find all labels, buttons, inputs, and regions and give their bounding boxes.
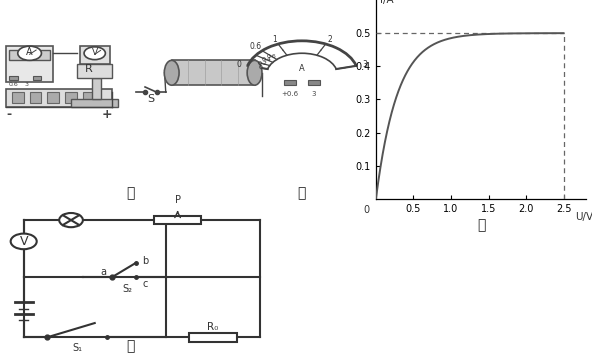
- Text: +: +: [101, 108, 112, 121]
- Bar: [80, 46, 110, 64]
- Text: V: V: [92, 48, 98, 57]
- Bar: [284, 80, 296, 85]
- Text: V: V: [20, 235, 28, 248]
- Circle shape: [59, 213, 83, 227]
- Text: S₂: S₂: [123, 284, 132, 294]
- Text: 0.4: 0.4: [262, 57, 272, 62]
- Text: 0.6: 0.6: [8, 82, 18, 87]
- Text: R: R: [85, 64, 93, 74]
- Bar: [6, 89, 112, 106]
- Circle shape: [11, 234, 37, 249]
- Text: 2: 2: [327, 35, 332, 44]
- Ellipse shape: [247, 60, 262, 85]
- Text: 0.6: 0.6: [250, 43, 262, 51]
- Bar: [12, 92, 24, 103]
- Bar: [33, 76, 41, 80]
- Bar: [172, 60, 255, 85]
- Bar: [189, 333, 237, 342]
- Text: a: a: [101, 267, 107, 277]
- Circle shape: [84, 47, 105, 60]
- Text: -: -: [7, 108, 11, 121]
- Text: 0: 0: [237, 60, 242, 69]
- Text: U/V: U/V: [575, 212, 592, 222]
- Text: 乙: 乙: [298, 186, 306, 201]
- Bar: [77, 64, 112, 78]
- Text: 1: 1: [272, 35, 277, 44]
- Text: +0.6: +0.6: [282, 91, 298, 97]
- Text: R₀: R₀: [207, 322, 219, 332]
- Text: 0.6: 0.6: [266, 54, 276, 59]
- Text: 丙: 丙: [477, 219, 485, 233]
- Bar: [71, 99, 118, 106]
- Bar: [47, 92, 59, 103]
- Text: S₁: S₁: [72, 343, 82, 353]
- Bar: [9, 50, 50, 60]
- Bar: [30, 92, 41, 103]
- Bar: [83, 92, 95, 103]
- Text: 0: 0: [364, 206, 370, 215]
- Bar: [65, 92, 77, 103]
- Ellipse shape: [164, 60, 179, 85]
- Bar: [154, 216, 201, 224]
- Text: P: P: [175, 195, 181, 205]
- Text: 0.2: 0.2: [258, 61, 268, 66]
- Text: A: A: [26, 47, 33, 57]
- Text: I/A: I/A: [379, 0, 393, 5]
- Bar: [308, 80, 320, 85]
- Circle shape: [18, 46, 41, 60]
- Text: 3: 3: [25, 82, 28, 87]
- Text: 丁: 丁: [126, 339, 134, 353]
- Bar: [6, 46, 53, 82]
- Text: 3: 3: [311, 91, 316, 97]
- Text: S: S: [147, 94, 155, 104]
- Bar: [92, 78, 101, 99]
- Text: 3: 3: [362, 60, 367, 69]
- Text: c: c: [142, 279, 148, 289]
- Bar: [9, 76, 18, 80]
- Text: b: b: [142, 256, 148, 266]
- Text: A: A: [299, 64, 305, 73]
- Text: 0: 0: [259, 65, 262, 70]
- Text: 甲: 甲: [126, 186, 134, 201]
